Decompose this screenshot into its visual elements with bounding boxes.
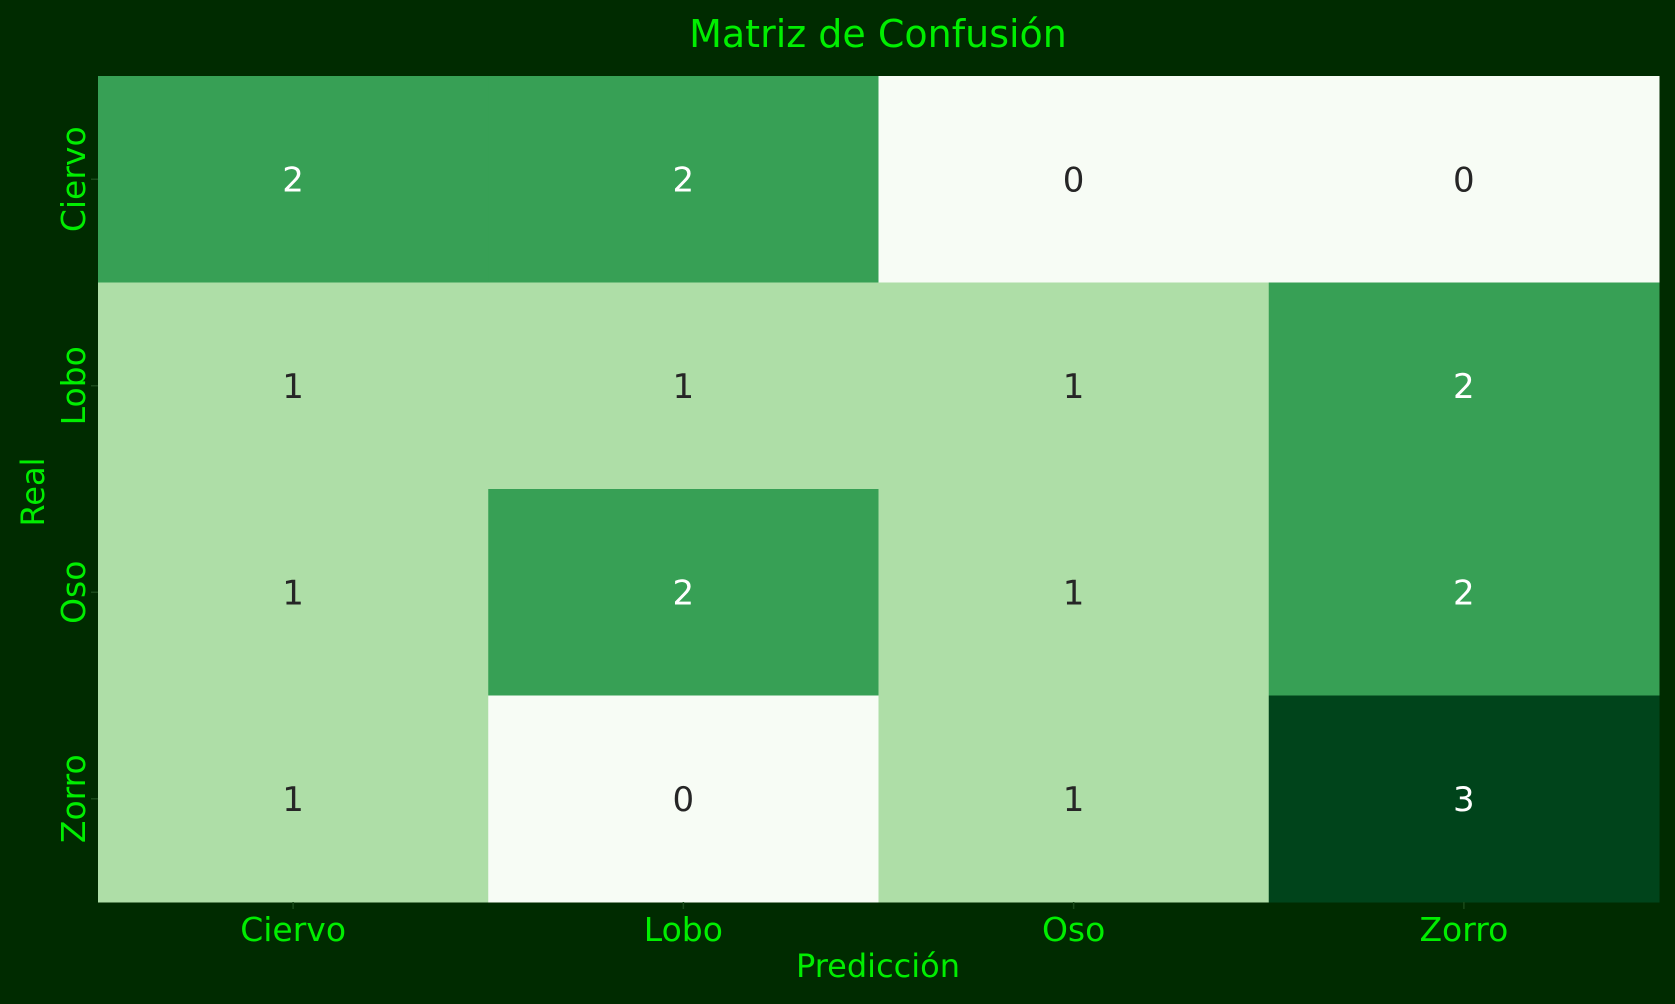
- heatmap-cell-lobo-zorro: [1268, 282, 1660, 490]
- x-tick-label: Ciervo: [240, 910, 346, 949]
- cell-value-label: 2: [673, 573, 695, 613]
- cell-value-label: 1: [1063, 780, 1085, 820]
- cell-value-label: 2: [282, 160, 304, 200]
- cell-value-label: 1: [673, 367, 695, 407]
- cell-value-label: 0: [1453, 160, 1475, 200]
- cell-value-label: 1: [282, 780, 304, 820]
- heatmap-cell-ciervo-oso: [878, 76, 1270, 283]
- y-tick-label: Zorro: [54, 754, 93, 843]
- x-tick-label: Lobo: [644, 910, 723, 949]
- y-axis-ticks: Ciervo Lobo Oso Zorro: [54, 126, 98, 843]
- cell-value-label: 3: [1453, 780, 1475, 820]
- y-tick-label: Oso: [54, 561, 93, 624]
- cell-value-label: 1: [1063, 573, 1085, 613]
- heatmap-cell-ciervo-lobo: [488, 76, 879, 283]
- cell-annotations: 2 2 0 0 1 1 1 2 1 2 1 2 1 0 1 3: [282, 160, 1474, 820]
- heatmap-cell-ciervo-zorro: [1268, 76, 1660, 283]
- cell-value-label: 2: [1453, 367, 1475, 407]
- heatmap-cell-zorro-zorro: [1268, 695, 1660, 903]
- heatmap-cell-oso-lobo: [488, 489, 879, 696]
- cell-value-label: 1: [282, 367, 304, 407]
- cell-value-label: 0: [673, 780, 695, 820]
- heatmap-cells: [98, 76, 1660, 903]
- heatmap-cell-lobo-ciervo: [98, 282, 489, 490]
- heatmap-cell-zorro-oso: [878, 695, 1270, 903]
- heatmap-cell-lobo-oso: [878, 282, 1270, 490]
- y-tick-label: Ciervo: [54, 126, 93, 232]
- heatmap-cell-oso-ciervo: [98, 489, 489, 696]
- heatmap-cell-zorro-ciervo: [98, 695, 489, 903]
- x-axis-label: Predicción: [796, 947, 960, 985]
- cell-value-label: 2: [673, 160, 695, 200]
- x-axis-ticks: Ciervo Lobo Oso Zorro: [240, 902, 1508, 949]
- heatmap-cell-oso-oso: [878, 489, 1270, 696]
- x-tick-label: Oso: [1042, 910, 1105, 949]
- cell-value-label: 2: [1453, 573, 1475, 613]
- x-tick-label: Zorro: [1419, 910, 1508, 949]
- y-axis-label: Real: [14, 458, 52, 527]
- heatmap-cell-lobo-lobo: [488, 282, 879, 490]
- heatmap-cell-zorro-lobo: [488, 695, 879, 903]
- cell-value-label: 0: [1063, 160, 1085, 200]
- chart-title: Matriz de Confusión: [689, 12, 1067, 56]
- heatmap-cell-oso-zorro: [1268, 489, 1660, 696]
- cell-value-label: 1: [282, 573, 304, 613]
- heatmap-cell-ciervo-ciervo: [98, 76, 489, 283]
- y-tick-label: Lobo: [54, 346, 93, 425]
- cell-value-label: 1: [1063, 367, 1085, 407]
